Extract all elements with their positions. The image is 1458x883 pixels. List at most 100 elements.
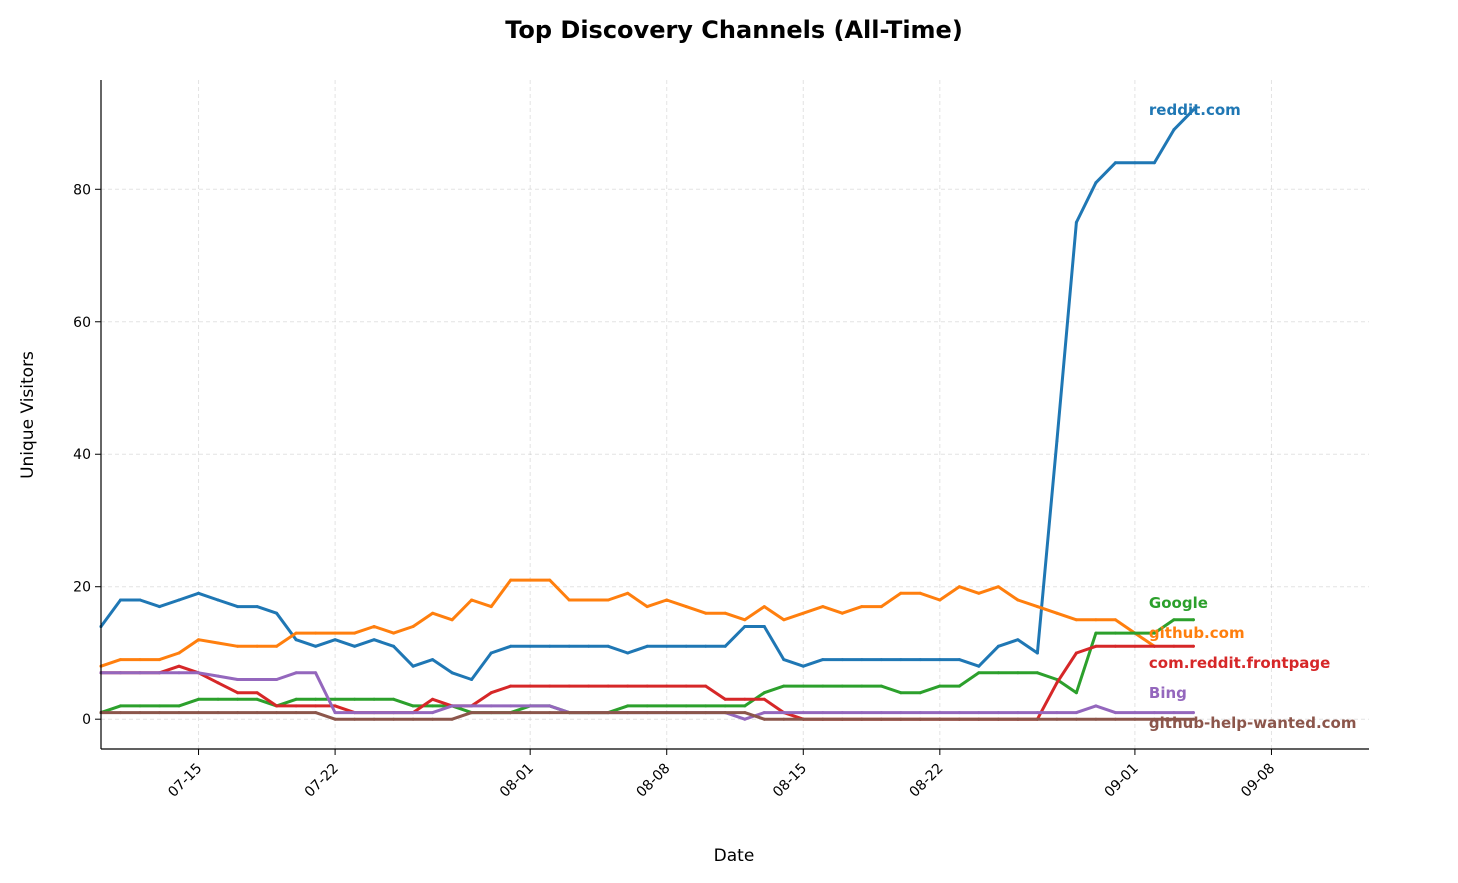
data-point — [333, 697, 337, 701]
data-point — [236, 697, 240, 701]
data-point — [1113, 717, 1117, 721]
data-point — [1191, 711, 1195, 715]
data-point — [216, 697, 220, 701]
data-point — [957, 658, 961, 662]
data-point — [1094, 717, 1098, 721]
data-point — [216, 598, 220, 602]
data-point — [294, 638, 298, 642]
data-point — [899, 658, 903, 662]
data-point — [626, 704, 630, 708]
data-point — [1152, 717, 1156, 721]
data-point — [762, 697, 766, 701]
data-point — [1172, 711, 1176, 715]
data-point — [275, 644, 279, 648]
data-point — [1172, 128, 1176, 132]
data-point — [314, 697, 318, 701]
data-point — [1133, 161, 1137, 165]
data-point — [255, 711, 259, 715]
data-point — [1035, 717, 1039, 721]
data-point — [996, 644, 1000, 648]
data-point — [860, 717, 864, 721]
data-point — [255, 644, 259, 648]
series-end-label: reddit.com — [1149, 101, 1241, 119]
data-point — [977, 671, 981, 675]
y-tick-label: 80 — [73, 182, 91, 198]
data-point — [704, 644, 708, 648]
data-point — [236, 605, 240, 609]
data-point — [1152, 161, 1156, 165]
data-point — [645, 704, 649, 708]
data-point — [333, 638, 337, 642]
data-point — [489, 651, 493, 655]
data-point — [1133, 631, 1137, 635]
data-point — [177, 671, 181, 675]
data-point — [821, 605, 825, 609]
data-point — [197, 711, 200, 715]
data-point — [684, 605, 688, 609]
data-point — [1094, 644, 1098, 648]
data-point — [236, 711, 240, 715]
data-point — [372, 711, 376, 715]
data-point — [1113, 644, 1117, 648]
data-point — [567, 684, 571, 688]
data-point — [782, 717, 786, 721]
data-point — [977, 711, 981, 715]
data-point — [158, 704, 161, 708]
data-point — [723, 644, 727, 648]
data-point — [489, 605, 493, 609]
data-point — [255, 697, 259, 701]
data-point — [996, 711, 1000, 715]
data-point — [762, 625, 766, 628]
data-point — [1055, 681, 1059, 685]
data-point — [255, 678, 259, 681]
data-point — [1094, 618, 1098, 622]
data-point — [606, 684, 610, 688]
series-end-label: Google — [1149, 594, 1208, 612]
data-point — [236, 644, 240, 648]
data-point — [197, 671, 200, 675]
series-end-label: com.reddit.frontpage — [1149, 654, 1330, 672]
data-point — [138, 658, 142, 662]
data-point — [821, 717, 825, 721]
data-point — [216, 674, 220, 678]
data-point — [275, 704, 279, 708]
data-point — [431, 611, 435, 615]
data-point — [392, 697, 396, 701]
data-point — [684, 684, 688, 688]
chart-title: Top Discovery Channels (All-Time) — [505, 16, 963, 44]
data-point — [528, 704, 532, 708]
data-point — [1191, 717, 1195, 721]
data-point — [216, 641, 220, 645]
data-point — [879, 605, 883, 609]
data-point — [470, 598, 474, 602]
data-point — [119, 598, 122, 602]
data-point — [606, 598, 610, 602]
data-point — [801, 717, 805, 721]
data-point — [177, 664, 181, 668]
data-point — [138, 671, 142, 675]
data-point — [353, 697, 357, 701]
data-point — [450, 704, 454, 708]
data-point — [1152, 644, 1156, 648]
data-point — [957, 711, 961, 715]
data-point — [470, 711, 474, 715]
data-point — [918, 658, 922, 662]
data-point — [119, 711, 122, 715]
data-point — [684, 711, 688, 715]
data-point — [392, 717, 396, 721]
data-point — [158, 671, 161, 675]
data-point — [1074, 220, 1078, 224]
data-point — [587, 684, 591, 688]
data-point — [743, 618, 747, 622]
data-point — [333, 631, 337, 635]
data-point — [899, 691, 903, 695]
data-point — [1055, 439, 1059, 443]
data-point — [1055, 611, 1059, 615]
data-point — [821, 711, 825, 715]
data-point — [333, 704, 337, 708]
data-point — [1035, 605, 1039, 609]
data-point — [1113, 161, 1117, 165]
data-point — [996, 717, 1000, 721]
data-point — [587, 644, 591, 648]
data-point — [899, 711, 903, 715]
